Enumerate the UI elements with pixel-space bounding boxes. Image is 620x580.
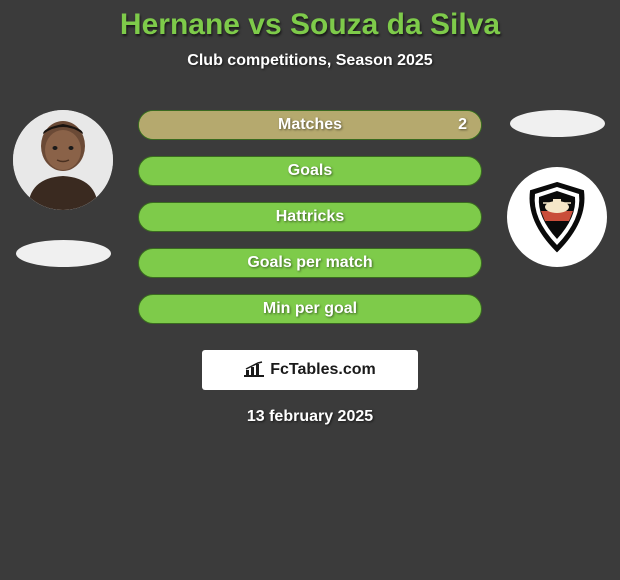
brand-text: FcTables.com	[270, 361, 376, 379]
player-silhouette-icon	[13, 110, 113, 210]
shield-icon	[517, 177, 597, 257]
left-player-photo	[13, 110, 113, 210]
stat-label: Goals per match	[247, 254, 372, 272]
brand-badge: FcTables.com	[202, 350, 418, 390]
footer-date: 13 february 2025	[0, 408, 620, 426]
stat-label: Goals	[288, 162, 332, 180]
stat-label: Matches	[278, 116, 342, 134]
main-row: Matches 2 Goals Hattricks Goals per matc…	[0, 110, 620, 324]
right-column	[502, 110, 612, 267]
stat-bar-goals-per-match: Goals per match	[138, 248, 482, 278]
stats-column: Matches 2 Goals Hattricks Goals per matc…	[138, 110, 482, 324]
stat-bar-goals: Goals	[138, 156, 482, 186]
stat-value: 2	[458, 116, 467, 134]
stat-bar-hattricks: Hattricks	[138, 202, 482, 232]
right-club-badge-top	[510, 110, 605, 137]
stat-label: Min per goal	[263, 300, 357, 318]
left-club-badge	[16, 240, 111, 267]
subtitle: Club competitions, Season 2025	[0, 52, 620, 70]
chart-icon	[244, 361, 264, 379]
title: Hernane vs Souza da Silva	[0, 8, 620, 42]
stat-bar-min-per-goal: Min per goal	[138, 294, 482, 324]
stat-bar-matches: Matches 2	[138, 110, 482, 140]
right-club-logo	[507, 167, 607, 267]
left-column	[8, 110, 118, 267]
stat-label: Hattricks	[276, 208, 344, 226]
comparison-card: Hernane vs Souza da Silva Club competiti…	[0, 0, 620, 426]
